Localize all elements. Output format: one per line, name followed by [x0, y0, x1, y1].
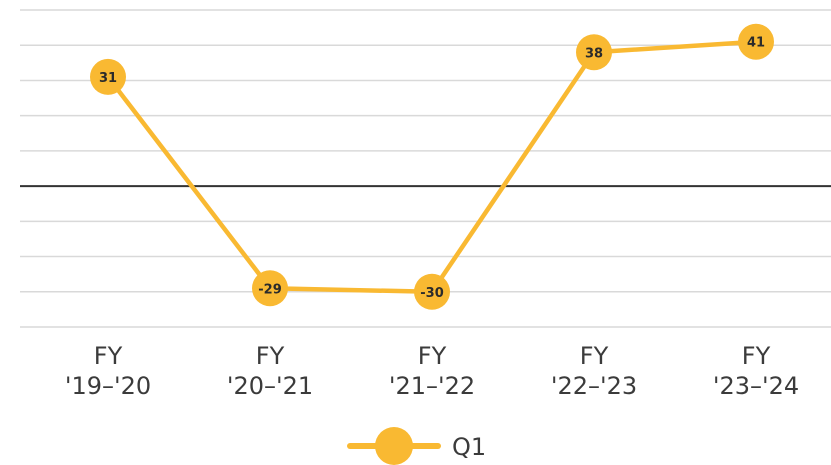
x-tick-label-line: '19–'20 [65, 372, 151, 400]
x-tick-label: FY '22–'23 [551, 342, 637, 400]
data-label: -29 [258, 282, 282, 297]
legend-marker [375, 427, 413, 465]
x-tick-label-line: '20–'21 [227, 372, 313, 400]
x-tick-label: FY '19–'20 [65, 342, 151, 400]
data-point [738, 23, 774, 60]
data-label: 41 [747, 36, 765, 51]
data-label: 31 [99, 71, 117, 86]
x-tick-label-line: FY [418, 342, 447, 370]
x-tick-label-line: FY [580, 342, 609, 370]
x-tick-label-line: '23–'24 [713, 372, 799, 400]
series-line [105, 39, 759, 295]
x-tick-label-line: '22–'23 [551, 372, 637, 400]
data-point [414, 273, 450, 310]
x-tick-label: FY '23–'24 [713, 342, 799, 400]
x-tick-label: FY '21–'22 [389, 342, 475, 400]
x-tick-label-line: FY [256, 342, 285, 370]
data-point [90, 58, 126, 95]
x-tick-label-line: FY [94, 342, 123, 370]
data-point [252, 270, 288, 307]
data-point [576, 34, 612, 71]
data-label: 38 [585, 46, 603, 61]
x-tick-label-line: FY [742, 342, 771, 370]
legend: Q1 [347, 427, 486, 465]
series-q1: 31 -29 -30 38 41 [90, 23, 774, 310]
x-tick-label: FY '20–'21 [227, 342, 313, 400]
data-label: -30 [420, 286, 444, 301]
legend-label: Q1 [452, 433, 486, 461]
x-tick-label-line: '21–'22 [389, 372, 475, 400]
